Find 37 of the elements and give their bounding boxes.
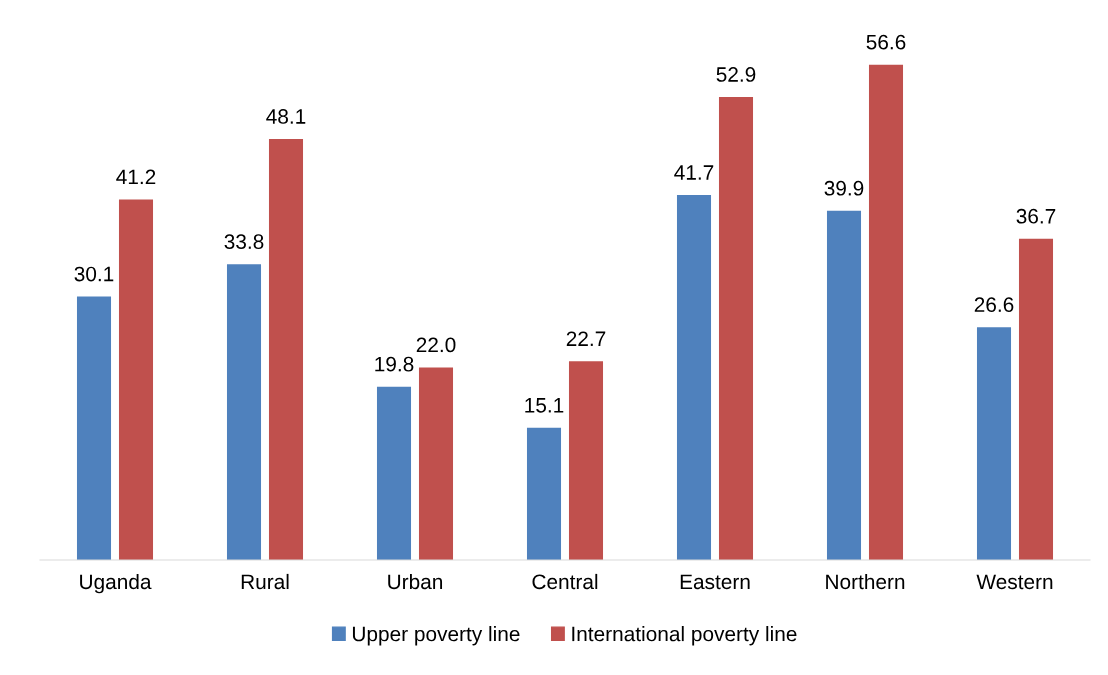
legend-label: International poverty line [572, 626, 797, 646]
bar [976, 327, 1012, 560]
bar [1018, 238, 1054, 560]
data-label: 41.7 [674, 165, 714, 180]
data-label: 36.7 [1016, 208, 1056, 224]
data-label: 30.1 [74, 266, 114, 282]
bar [868, 64, 904, 560]
x-tick-label: Uganda [80, 573, 152, 594]
x-tick-label: Eastern [680, 574, 750, 590]
legend-label: Upper poverty line [352, 626, 520, 646]
data-label: 41.2 [116, 169, 156, 185]
x-tick-label: Northern [826, 573, 905, 590]
data-label: 52.9 [716, 67, 756, 82]
x-tick-label: Central [532, 573, 598, 590]
data-label: 22.7 [566, 331, 606, 346]
data-label: 15.1 [525, 398, 564, 413]
data-label: 19.8 [375, 356, 414, 372]
data-label: 22.0 [416, 337, 456, 353]
bar [718, 97, 754, 560]
bar [526, 427, 562, 560]
bar [118, 199, 154, 560]
data-label: 56.6 [866, 34, 906, 50]
bar [676, 195, 712, 560]
x-tick-label: Western [976, 574, 1053, 590]
data-label: 39.9 [824, 180, 864, 196]
bar [376, 386, 412, 560]
bar [826, 210, 862, 560]
bar [268, 139, 304, 560]
bar [226, 264, 262, 560]
bar [76, 296, 112, 560]
bar [418, 367, 454, 560]
x-tick-label: Rural [241, 573, 289, 590]
bar [568, 361, 604, 560]
data-label: 48.1 [266, 109, 306, 124]
data-label: 33.8 [224, 234, 264, 249]
x-tick-label: Urban [388, 573, 443, 590]
data-label: 26.6 [974, 297, 1014, 313]
